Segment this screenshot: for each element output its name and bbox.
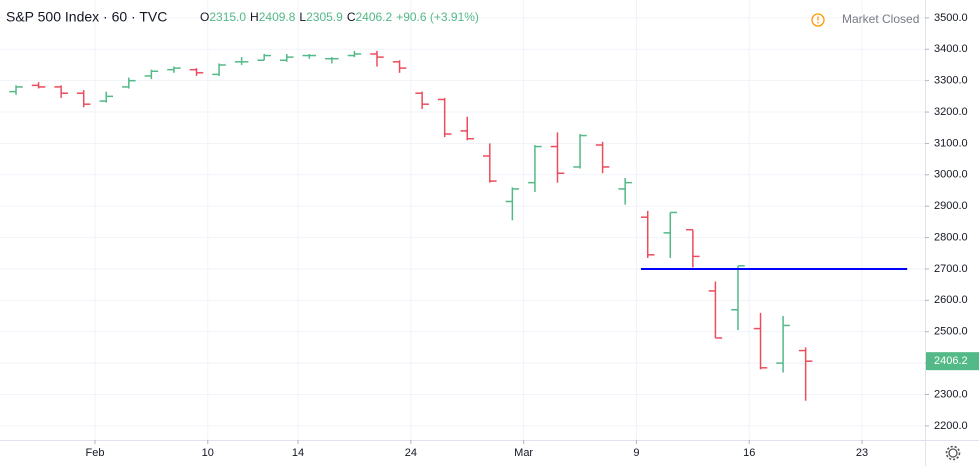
y-tick-label: 2200.0 [934,420,968,432]
y-tick-label: 3000.0 [934,169,968,181]
status-icon [811,13,825,27]
y-tick-label: 2700.0 [934,263,968,275]
ohlc-value: 2406.2 [355,10,392,24]
ohlc-letter: O [200,10,209,24]
y-tick-label: 2900.0 [934,200,968,212]
axis-labels: 3500.0 3400.0 3300.0 3200.0 3100.0 3000.0 2900… [85,12,979,459]
y-tick-label: 2800.0 [934,231,968,243]
ohlc-letter: C [347,10,356,24]
x-tick-label: 9 [633,447,639,459]
y-tick-label: 3500.0 [934,12,968,24]
ohlc-value: 2409.8 [259,10,296,24]
market-status[interactable]: Market Closed [842,12,919,26]
y-tick-label: 3200.0 [934,106,968,118]
y-tick-label: 3400.0 [934,43,968,55]
ohlc-header: O 2315.0 H 2409.8 L 2305.9 C 2406.2 +90.6 (+3.91… [200,10,479,24]
grid [0,0,925,440]
bars [9,50,908,401]
y-tick-label: 3300.0 [934,75,968,87]
y-tick-label: 2600.0 [934,294,968,306]
ohlc-letter: L [299,10,306,24]
last-price-badge [926,352,979,371]
status-icon [817,22,819,24]
x-tick-label: 14 [292,447,304,459]
x-tick-label: 10 [202,447,214,459]
x-tick-label: Feb [85,447,104,459]
x-tick-label: 16 [743,447,755,459]
ohlc-letter: H [250,10,259,24]
ohlc-value: 2315.0 [209,10,246,24]
x-tick-label: Mar [514,447,533,459]
symbol-title: S&P 500 Index · 60 · TVC [6,9,167,25]
ohlc-value: 2305.9 [306,10,343,24]
y-tick-label: 2500.0 [934,326,968,338]
change: +90.6 (+3.91%) [396,10,479,24]
y-tick-label: 2300.0 [934,388,968,400]
x-tick-label: 23 [856,447,868,459]
settings-button[interactable] [945,445,961,461]
y-tick-label: 3100.0 [934,137,968,149]
last-price-label: 2406.2 [934,355,968,367]
x-tick-label: 24 [405,447,417,459]
